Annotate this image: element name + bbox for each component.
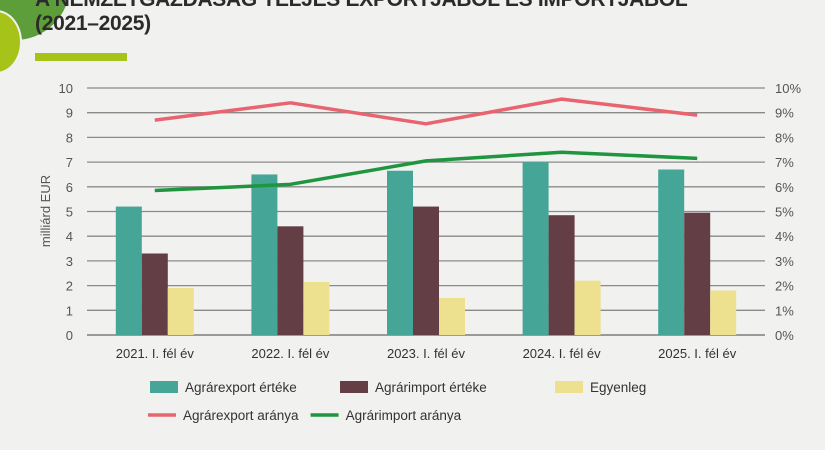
y2-tick-label: 5% <box>775 205 794 220</box>
x-tick-label: 2024. I. fél év <box>523 346 602 361</box>
x-tick-label: 2023. I. fél év <box>387 346 466 361</box>
bar-2-0 <box>167 288 194 335</box>
y-tick-label: 5 <box>66 205 73 220</box>
bar-1-0 <box>141 253 168 335</box>
y-tick-label: 10 <box>59 81 73 96</box>
bar-2-2 <box>439 297 465 335</box>
y2-tick-label: 1% <box>775 303 794 318</box>
chart-title: A NEMZETGAZDASÁG TELJES EXPORTJÁBÓL ÉS I… <box>35 0 688 36</box>
x-tick-label: 2025. I. fél év <box>658 346 737 361</box>
x-tick-label: 2021. I. fél év <box>116 346 195 361</box>
bar-1-4 <box>684 212 711 335</box>
y2-tick-label: 7% <box>775 155 794 170</box>
title-line-1: A NEMZETGAZDASÁG TELJES EXPORTJÁBÓL ÉS I… <box>35 0 688 12</box>
y2-tick-label: 4% <box>775 229 794 244</box>
y2-tick-label: 3% <box>775 254 794 269</box>
legend-label: Agrárexport értéke <box>185 380 297 395</box>
y2-tick-label: 2% <box>775 279 794 294</box>
legend-label: Agrárimport értéke <box>375 380 487 395</box>
title-line-2: (2021–2025) <box>35 12 151 35</box>
bar-1-2 <box>413 206 439 335</box>
bar-2-3 <box>574 280 601 335</box>
bar-2-4 <box>710 290 737 335</box>
legend-label: Agrárexport aránya <box>183 408 299 423</box>
y-tick-label: 4 <box>66 229 73 244</box>
bar-0-1 <box>251 174 278 335</box>
y2-tick-label: 8% <box>775 130 794 145</box>
title-underline <box>35 53 127 61</box>
y-tick-label: 2 <box>66 279 73 294</box>
y-tick-label: 1 <box>66 303 73 318</box>
y2-tick-label: 0% <box>775 328 794 343</box>
legend-label: Egyenleg <box>590 380 646 395</box>
y-tick-label: 7 <box>66 155 73 170</box>
y-tick-label: 8 <box>66 130 73 145</box>
y2-tick-label: 10% <box>775 81 801 96</box>
legend-swatch <box>150 381 178 393</box>
line-series-1 <box>154 150 698 193</box>
y-tick-label: 0 <box>66 328 73 343</box>
bar-0-0 <box>115 206 142 335</box>
y-tick-label: 3 <box>66 254 73 269</box>
y-axis-title: milliárd EUR <box>38 175 53 247</box>
line-series-0 <box>154 97 698 126</box>
y2-tick-label: 6% <box>775 180 794 195</box>
bar-1-3 <box>548 215 575 335</box>
y-tick-label: 9 <box>66 106 73 121</box>
y2-tick-label: 9% <box>775 106 794 121</box>
bar-2-1 <box>303 281 330 335</box>
bar-0-3 <box>522 162 549 335</box>
y-tick-label: 6 <box>66 180 73 195</box>
x-tick-label: 2022. I. fél év <box>251 346 330 361</box>
bar-0-2 <box>387 170 413 335</box>
bar-0-4 <box>658 169 685 335</box>
legend-swatch <box>340 381 368 393</box>
legend-label: Agrárimport aránya <box>346 408 462 423</box>
legend-swatch <box>555 381 583 393</box>
bar-1-1 <box>277 226 304 335</box>
